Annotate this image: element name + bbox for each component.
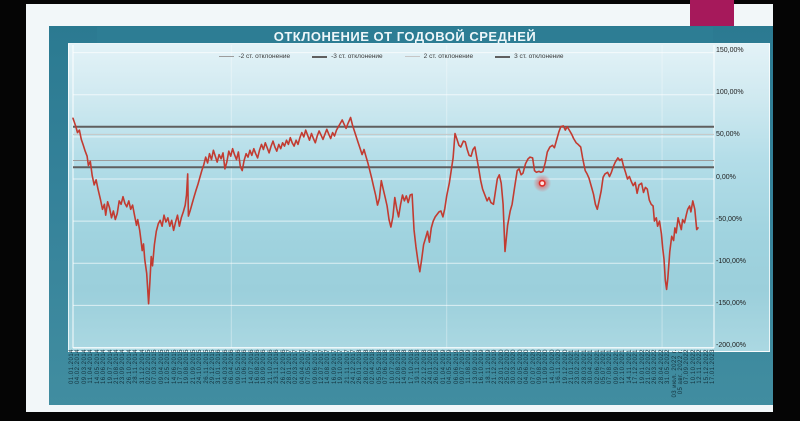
legend-item: -3 ст. отклонение bbox=[312, 53, 383, 60]
y-tick-label: 0,00% bbox=[716, 173, 736, 181]
chart-plot bbox=[72, 45, 715, 349]
legend-label: -3 ст. отклонение bbox=[331, 53, 383, 60]
legend-item: -2 ст. отклонение bbox=[219, 53, 290, 60]
y-tick-label: -100,00% bbox=[716, 257, 746, 265]
chart-area: -2 ст. отклонение -3 ст. отклонение 2 ст. … bbox=[68, 43, 770, 352]
x-tick-label: 17.01.2023 bbox=[710, 349, 716, 385]
highlight-marker bbox=[538, 179, 546, 187]
legend-line-swatch bbox=[495, 55, 511, 58]
x-tick-label: 16.06.2014 bbox=[101, 349, 107, 385]
chart-legend: -2 ст. отклонение -3 ст. отклонение 2 ст. … bbox=[69, 53, 714, 60]
legend-line-swatch bbox=[219, 56, 235, 57]
legend-item: 2 ст. отклонение bbox=[404, 53, 474, 60]
legend-label: 2 ст. отклонение bbox=[423, 53, 474, 60]
y-tick-label: -200,00% bbox=[716, 342, 746, 350]
y-tick-label: 100,00% bbox=[716, 89, 744, 97]
deviation-series-line bbox=[72, 116, 699, 305]
legend-line-swatch bbox=[404, 56, 420, 57]
legend-label: -2 ст. отклонение bbox=[238, 53, 291, 60]
legend-item: 3 ст. отклонение bbox=[495, 53, 564, 60]
y-tick-label: 50,00% bbox=[716, 131, 740, 139]
y-tick-label: 150,00% bbox=[716, 47, 744, 55]
legend-line-swatch bbox=[312, 55, 328, 58]
y-tick-label: -150,00% bbox=[716, 299, 746, 307]
slide-title-bar: ОТКЛОНЕНИЕ ОТ ГОДОВОЙ СРЕДНЕЙ bbox=[97, 27, 713, 45]
legend-label: 3 ст. отклонение bbox=[514, 53, 564, 60]
slide-title: ОТКЛОНЕНИЕ ОТ ГОДОВОЙ СРЕДНЕЙ bbox=[273, 28, 537, 44]
accent-square bbox=[690, 0, 734, 26]
y-tick-label: -50,00% bbox=[716, 215, 743, 223]
